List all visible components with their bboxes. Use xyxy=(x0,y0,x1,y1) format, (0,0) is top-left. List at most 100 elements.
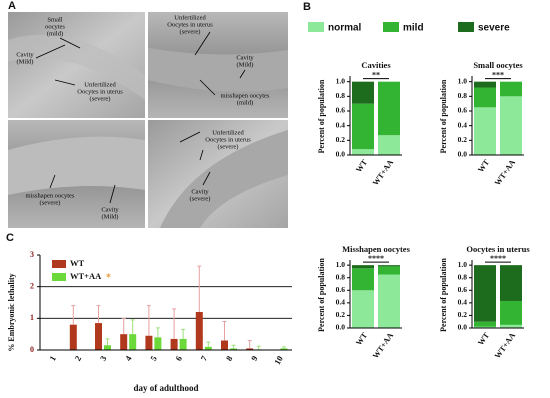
bar-segment xyxy=(474,265,496,322)
x-axis-label: day of adulthood xyxy=(133,383,198,393)
chart-title: Small oocytes xyxy=(473,60,523,70)
bar xyxy=(246,348,254,350)
y-tick-label: 0.6 xyxy=(336,106,346,115)
significance: **** xyxy=(368,254,384,263)
significance: *** xyxy=(492,70,504,79)
worm xyxy=(8,34,145,100)
chart-title: Cavities xyxy=(361,60,391,70)
x-tick-label: 10 xyxy=(272,354,285,366)
bar xyxy=(204,346,212,350)
y-tick-label: 0.8 xyxy=(336,272,346,281)
x-tick-label: 5 xyxy=(148,354,159,363)
legend-swatch xyxy=(52,273,66,281)
x-tick-label: 9 xyxy=(249,354,260,363)
bar xyxy=(69,324,77,350)
error-bar xyxy=(146,305,151,336)
error-bar xyxy=(96,305,101,324)
x-tick-label: 4 xyxy=(123,353,134,362)
bar-segment xyxy=(474,81,496,88)
y-tick-label: 0.4 xyxy=(458,298,468,307)
annotation: Small xyxy=(47,16,62,23)
y-tick-label: 0.2 xyxy=(458,310,468,319)
error-bar xyxy=(222,321,227,341)
bar-segment xyxy=(378,81,400,136)
error-bar xyxy=(71,305,76,325)
legend-label: WT xyxy=(70,258,85,268)
y-tick-label: 0.0 xyxy=(458,323,468,332)
bar xyxy=(129,334,137,350)
bar xyxy=(104,345,111,350)
x-tick-label: WT xyxy=(476,157,491,174)
annotation: Cavity xyxy=(101,206,119,213)
bar xyxy=(280,348,288,350)
legend-label: severe xyxy=(478,23,510,34)
y-tick-label: 0.8 xyxy=(458,272,468,281)
legend-swatch xyxy=(52,260,66,268)
y-tick-label: 0.0 xyxy=(458,150,468,159)
chart-title: Misshapen oocytes xyxy=(342,244,410,254)
error-bar xyxy=(181,328,186,339)
annotation: Cavity xyxy=(236,54,254,61)
legend-swatch xyxy=(458,22,474,32)
x-tick-label: WT+AA xyxy=(493,158,517,187)
bar xyxy=(95,323,102,350)
bar xyxy=(179,338,187,350)
bar-segment xyxy=(474,87,496,108)
annotation: Oocytes in uterus xyxy=(205,136,251,143)
annotation: Oocytes in uterus xyxy=(77,88,123,95)
worm xyxy=(148,48,288,92)
x-tick-label: WT xyxy=(354,330,369,347)
annotation: (severe) xyxy=(180,28,201,35)
bar-segment xyxy=(500,265,522,301)
panel-label: C xyxy=(6,232,14,244)
worm xyxy=(160,130,288,228)
error-bar xyxy=(172,308,177,339)
annotation: (mild) xyxy=(47,30,63,37)
x-tick-label: 7 xyxy=(198,353,209,362)
x-tick-label: WT+AA xyxy=(371,331,395,360)
bar-segment xyxy=(378,274,400,328)
annotation: (mild) xyxy=(237,99,253,106)
bar-segment xyxy=(378,135,400,155)
y-tick-label: 1 xyxy=(30,313,34,322)
legend-annotation: * xyxy=(106,272,111,283)
error-bar xyxy=(121,317,126,335)
annotation: (severe) xyxy=(90,95,111,102)
y-tick-label: 0.6 xyxy=(336,285,346,294)
error-bar xyxy=(105,338,110,346)
legend-swatch xyxy=(383,22,399,32)
annotation: Unfertilized xyxy=(212,129,244,136)
y-axis-label: Percent of population xyxy=(317,258,326,332)
bar xyxy=(195,312,203,350)
legend-label: mild xyxy=(403,23,424,34)
significance: **** xyxy=(490,254,506,263)
bar xyxy=(154,337,162,350)
annotation: (severe) xyxy=(190,195,211,202)
x-tick-label: WT+AA xyxy=(493,331,517,360)
bar-segment xyxy=(352,103,374,150)
y-tick-label: 2 xyxy=(30,281,34,290)
bar-segment xyxy=(474,321,496,327)
annotation: misshapen oocytes xyxy=(221,92,270,99)
bar-segment xyxy=(474,107,496,155)
x-tick-label: 3 xyxy=(98,354,109,363)
annotation: misshapen oocytes xyxy=(26,192,75,199)
annotation: (severe) xyxy=(218,143,239,150)
y-tick-label: 0.2 xyxy=(336,310,346,319)
error-bar xyxy=(130,319,135,335)
bar-segment xyxy=(500,81,522,97)
bar xyxy=(221,340,228,350)
y-tick-label: 0.8 xyxy=(458,91,468,100)
chart-title: Oocytes in uterus xyxy=(466,244,530,254)
panel-label: B xyxy=(303,1,311,13)
significance: ** xyxy=(372,70,380,79)
annotation: (Mild) xyxy=(17,58,34,65)
y-tick-label: 0.6 xyxy=(458,106,468,115)
annotation: Oocytes in uterus xyxy=(167,21,213,28)
y-tick-label: 1.0 xyxy=(458,76,468,85)
annotation: (Mild) xyxy=(102,213,119,220)
bar-segment xyxy=(352,290,374,328)
annotation: Unfertilized xyxy=(84,81,116,88)
x-tick-label: 8 xyxy=(224,354,235,363)
y-tick-label: 3 xyxy=(30,250,34,259)
